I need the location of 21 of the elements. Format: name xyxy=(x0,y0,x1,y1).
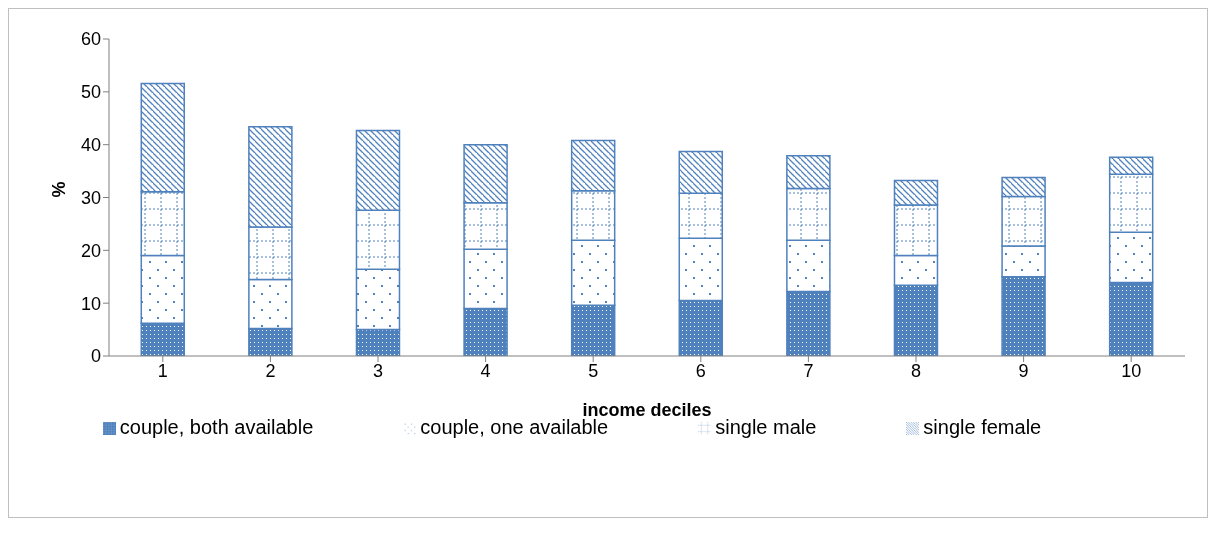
y-axis-title: % xyxy=(49,181,70,198)
x-tick-label: 2 xyxy=(265,360,276,381)
y-tick-label: 30 xyxy=(80,187,101,208)
x-tick-label: 1 xyxy=(157,360,168,381)
x-tick-label: 5 xyxy=(588,360,599,381)
x-tick-label: 8 xyxy=(910,360,922,381)
x-tick-label: 7 xyxy=(803,360,814,381)
x-tick-label: 9 xyxy=(1018,360,1029,381)
y-tick-label: 10 xyxy=(80,293,101,314)
legend-label: couple, both available xyxy=(119,416,314,438)
y-tick-label: 50 xyxy=(80,82,101,103)
x-tick-label: 6 xyxy=(695,360,706,381)
legend-label: single male xyxy=(715,416,817,438)
legend-label: single female xyxy=(923,416,1042,438)
y-tick-label: 40 xyxy=(80,135,101,156)
y-tick-label: 0 xyxy=(90,346,101,367)
x-tick-label: 4 xyxy=(480,360,491,381)
x-tick-label: 3 xyxy=(372,360,384,381)
y-tick-label: 20 xyxy=(80,240,101,261)
x-tick-label: 10 xyxy=(1121,360,1142,381)
y-tick-label: 60 xyxy=(80,29,101,50)
